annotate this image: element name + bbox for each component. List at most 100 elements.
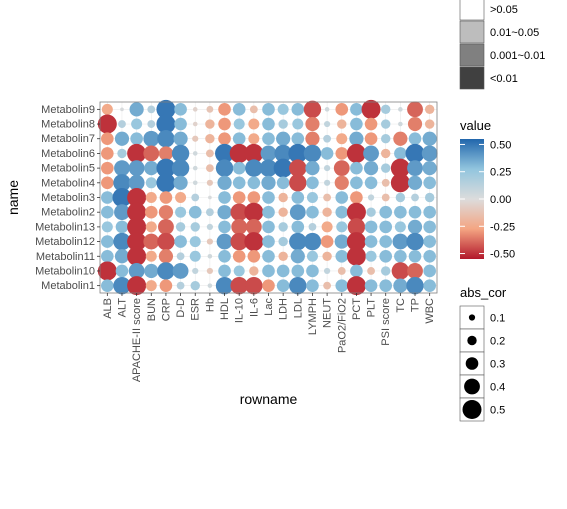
- correlation-dot: [379, 220, 393, 234]
- size-key-label: 0.3: [490, 359, 505, 371]
- correlation-dot: [274, 144, 292, 163]
- correlation-dot: [173, 131, 188, 146]
- x-tick-label: ALT: [116, 298, 128, 318]
- correlation-dot: [230, 276, 248, 295]
- correlation-dot: [171, 159, 190, 177]
- correlation-dot: [322, 251, 332, 261]
- correlation-dot: [306, 192, 318, 203]
- correlation-dot: [175, 222, 186, 232]
- colorbar-tick-label: 0.25: [490, 167, 511, 179]
- correlation-dot: [232, 249, 246, 263]
- y-tick-label: Metabolin4: [41, 177, 95, 189]
- correlation-dot: [157, 232, 175, 251]
- correlation-dot: [206, 267, 213, 275]
- correlation-dot: [206, 179, 213, 186]
- correlation-dot: [276, 176, 290, 190]
- x-tick-label: IL-6: [248, 298, 260, 317]
- p-value-key-label: 0.01~0.05: [490, 27, 539, 39]
- correlation-dot: [381, 148, 391, 159]
- correlation-dot: [303, 100, 322, 119]
- correlation-dot: [337, 119, 347, 129]
- correlation-dot: [320, 235, 334, 248]
- correlation-dot: [218, 117, 231, 131]
- correlation-dot: [407, 116, 423, 132]
- correlation-dot: [292, 118, 304, 130]
- correlation-dot: [159, 191, 173, 204]
- correlation-dot: [407, 160, 423, 177]
- correlation-dot: [157, 130, 175, 148]
- size-key-label: 0.4: [490, 382, 505, 394]
- value-colorbar-legend: value 0.50 0.25 0.00 -0.25 -0.50: [460, 118, 515, 261]
- correlation-dot: [128, 160, 145, 177]
- correlation-dot: [217, 205, 232, 220]
- correlation-dot: [411, 193, 419, 202]
- y-tick-label: Metabolin5: [41, 163, 95, 175]
- correlation-dot: [192, 121, 198, 127]
- correlation-dot: [127, 143, 147, 163]
- correlation-dot: [129, 102, 144, 117]
- correlation-dot: [323, 281, 332, 290]
- correlation-dot: [192, 180, 198, 186]
- correlation-dot: [205, 164, 214, 173]
- size-key-label: 0.5: [490, 405, 505, 417]
- correlation-dot: [156, 173, 176, 193]
- size-key-dot: [467, 335, 477, 346]
- correlation-dot: [324, 267, 331, 275]
- correlation-dot: [361, 99, 381, 119]
- correlation-dot: [350, 191, 363, 204]
- correlation-dot: [262, 264, 275, 278]
- correlation-dot: [346, 232, 366, 252]
- p-value-key-label: <0.01: [490, 73, 518, 85]
- correlation-dot: [364, 235, 378, 248]
- correlation-dot: [364, 117, 378, 131]
- x-tick-label: LYMPH: [307, 298, 319, 335]
- correlation-dot: [247, 249, 261, 263]
- correlation-dot: [157, 262, 175, 280]
- correlation-dot: [156, 114, 176, 134]
- correlation-dot: [172, 263, 189, 279]
- correlation-dot: [215, 159, 234, 177]
- correlation-dot: [232, 191, 246, 204]
- correlation-dot: [145, 221, 157, 233]
- correlation-dot: [144, 205, 158, 219]
- correlation-dot: [215, 143, 235, 163]
- correlation-dot: [423, 235, 436, 248]
- correlation-dot: [324, 165, 331, 172]
- correlation-dot: [381, 193, 390, 202]
- correlation-dot: [218, 264, 231, 278]
- correlation-dot: [192, 107, 198, 112]
- correlation-dot: [115, 220, 129, 234]
- correlation-dot: [289, 232, 307, 251]
- y-tick-label: Metabolin7: [41, 133, 95, 145]
- correlation-dot: [101, 147, 114, 160]
- correlation-dot: [334, 234, 349, 249]
- correlation-dot: [144, 263, 159, 279]
- correlation-dot: [114, 204, 130, 221]
- correlation-dot: [394, 147, 407, 160]
- correlation-dot: [381, 119, 391, 129]
- correlation-dot: [245, 276, 263, 295]
- correlation-dot: [289, 159, 307, 177]
- correlation-dot: [395, 192, 406, 203]
- x-tick-label: LDL: [292, 298, 304, 318]
- correlation-dot: [321, 221, 333, 233]
- correlation-dot: [408, 132, 422, 146]
- correlation-dot: [190, 222, 200, 232]
- correlation-dot: [424, 119, 435, 129]
- correlation-dot: [367, 267, 375, 275]
- correlation-dot: [218, 249, 231, 263]
- plot-panel: [97, 99, 438, 296]
- correlation-dot: [381, 178, 390, 187]
- correlation-dot: [423, 249, 436, 263]
- correlation-dot: [192, 267, 199, 275]
- correlation-dot: [232, 132, 246, 146]
- correlation-dot: [390, 173, 410, 193]
- x-axis-title: rowname: [240, 391, 298, 407]
- correlation-dot: [248, 118, 260, 130]
- correlation-dot: [249, 105, 258, 114]
- correlation-dot: [407, 101, 423, 118]
- correlation-dot: [422, 131, 437, 146]
- correlation-dot: [232, 103, 246, 116]
- correlation-dot: [306, 205, 319, 219]
